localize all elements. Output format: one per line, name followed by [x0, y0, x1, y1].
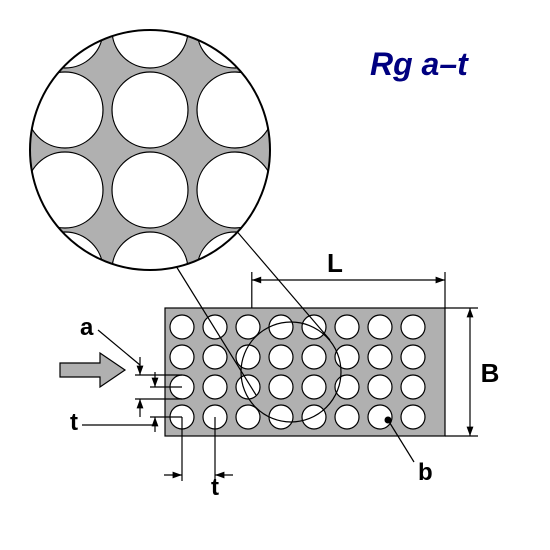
dim-label-t-left: t: [70, 409, 78, 436]
dim-label-b: b: [418, 459, 433, 486]
direction-arrow: [60, 353, 125, 387]
sheet-hole: [269, 405, 293, 429]
sheet-hole: [236, 375, 260, 399]
sheet-hole: [269, 375, 293, 399]
dim-label-t-bottom: t: [211, 474, 219, 501]
magnifier-view: [0, 0, 358, 308]
sheet-hole: [335, 405, 359, 429]
sheet-hole: [401, 375, 425, 399]
sheet-hole: [203, 375, 227, 399]
perforation-diagram: Rg a–t L Ba t t b: [0, 0, 550, 550]
sheet-hole: [401, 315, 425, 339]
sheet-hole: [302, 375, 326, 399]
sheet-hole: [368, 315, 392, 339]
dim-label-a: a: [80, 314, 94, 341]
sheet-hole: [401, 345, 425, 369]
sheet-hole: [236, 345, 260, 369]
sheet-hole: [170, 345, 194, 369]
dim-label-B: B: [481, 358, 500, 388]
sheet-hole: [203, 345, 227, 369]
sheet-hole: [170, 315, 194, 339]
sheet-hole: [203, 315, 227, 339]
sheet-hole: [269, 345, 293, 369]
sheet-hole: [368, 345, 392, 369]
sheet-hole: [302, 345, 326, 369]
title-text: Rg a–t: [370, 46, 469, 82]
sheet-hole: [368, 375, 392, 399]
sheet-hole: [401, 405, 425, 429]
sheet-hole: [269, 315, 293, 339]
dim-label-L: L: [327, 248, 343, 278]
sheet-hole: [335, 315, 359, 339]
